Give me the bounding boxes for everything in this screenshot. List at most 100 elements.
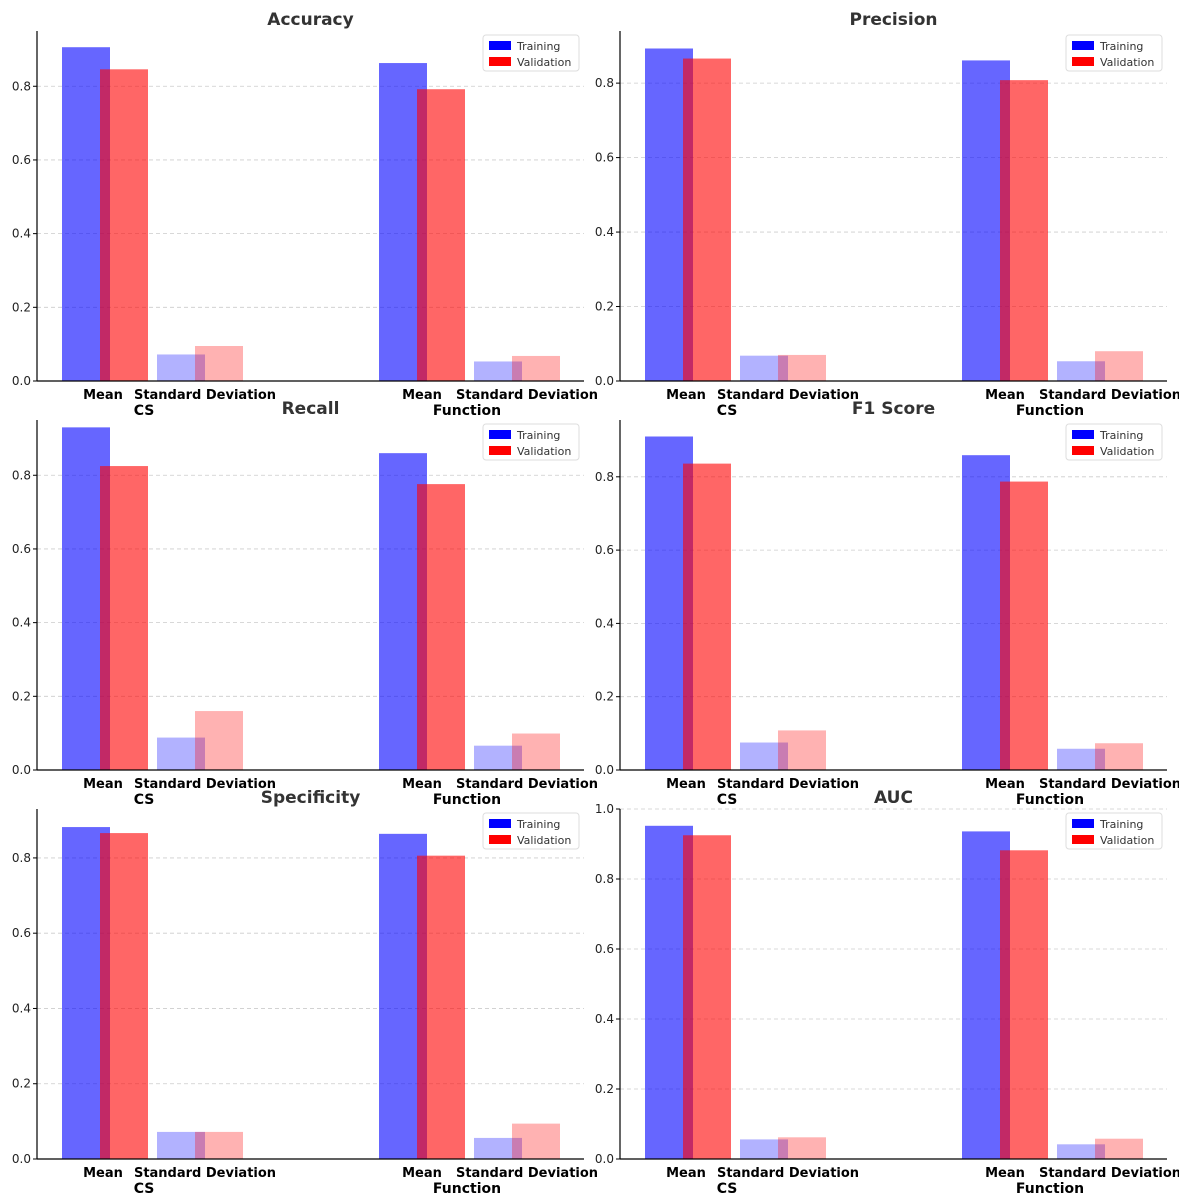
x-category-label: Standard Deviation <box>1039 777 1179 792</box>
legend-label-training: Training <box>516 818 560 831</box>
x-group-label: Function <box>433 792 501 808</box>
x-group-label: Function <box>433 403 501 419</box>
x-category-label: Standard Deviation <box>717 388 859 403</box>
bar-training-function-standard-deviation <box>474 361 522 381</box>
legend-label-training: Training <box>516 429 560 442</box>
legend-label-training: Training <box>1099 40 1143 53</box>
x-group-label: Function <box>1016 792 1084 808</box>
legend-swatch-training <box>489 430 511 439</box>
y-tick-label: 0.4 <box>12 616 31 630</box>
chart-title: Recall <box>282 399 340 419</box>
bar-validation-function-standard-deviation <box>512 355 560 381</box>
chart-specificity: 0.0 0.2 0.4 0.6 0.8 Mean Standard Deviation CS M… <box>12 788 598 1197</box>
bar-validation-function-standard-deviation <box>512 733 560 770</box>
x-category-label: Mean <box>985 777 1025 792</box>
bar-validation-cs-standard-deviation <box>195 1131 243 1159</box>
legend: Training Validation <box>482 423 580 461</box>
y-tick-label: 0.8 <box>12 79 31 93</box>
y-tick-label: 0.2 <box>595 300 614 314</box>
x-category-label: Standard Deviation <box>1039 388 1179 403</box>
legend-label-validation: Validation <box>1100 834 1154 847</box>
x-category-label: Mean <box>666 777 706 792</box>
y-tick-label: 0.6 <box>12 542 31 556</box>
legend-label-validation: Validation <box>517 56 571 69</box>
y-tick-label: 0.8 <box>595 470 614 484</box>
x-category-label: Standard Deviation <box>456 388 598 403</box>
legend: Training Validation <box>482 34 580 72</box>
y-tick-label: 0.0 <box>595 374 614 388</box>
bar-validation-cs-standard-deviation <box>778 1137 826 1159</box>
bar-validation-cs-mean <box>100 833 148 1159</box>
y-tick-label: 0.8 <box>595 872 614 886</box>
bar-validation-function-standard-deviation <box>1095 351 1143 381</box>
y-tick-label: 0.8 <box>12 851 31 865</box>
x-group-label: CS <box>717 792 738 808</box>
y-tick-label: 0.6 <box>595 151 614 165</box>
y-tick-label: 0.0 <box>12 763 31 777</box>
legend: Training Validation <box>1065 812 1163 850</box>
bar-training-cs-standard-deviation <box>157 1131 205 1159</box>
legend-swatch-training <box>1072 41 1094 50</box>
legend-swatch-validation <box>1072 835 1094 844</box>
legend: Training Validation <box>1065 34 1163 72</box>
bar-validation-function-standard-deviation <box>512 1123 560 1159</box>
legend-swatch-validation <box>489 835 511 844</box>
bar-validation-function-mean <box>417 89 465 382</box>
x-category-label: Mean <box>985 388 1025 403</box>
y-tick-label: 0.2 <box>12 689 31 703</box>
x-group-label: CS <box>717 403 738 419</box>
bar-validation-function-standard-deviation <box>1095 743 1143 770</box>
chart-title: Specificity <box>261 788 361 808</box>
y-tick-label: 0.0 <box>12 374 31 388</box>
legend-label-training: Training <box>1099 818 1143 831</box>
x-category-label: Standard Deviation <box>134 1166 276 1181</box>
bar-validation-cs-standard-deviation <box>195 346 243 381</box>
y-tick-label: 0.8 <box>12 468 31 482</box>
legend-swatch-training <box>1072 430 1094 439</box>
legend: Training Validation <box>482 812 580 850</box>
bar-training-cs-standard-deviation <box>740 742 788 770</box>
bar-validation-cs-mean <box>100 69 148 381</box>
x-group-label: CS <box>134 792 155 808</box>
x-category-label: Mean <box>402 1166 442 1181</box>
x-category-label: Standard Deviation <box>717 1166 859 1181</box>
x-category-label: Standard Deviation <box>1039 1166 1179 1181</box>
y-tick-label: 0.4 <box>12 1001 31 1015</box>
legend-swatch-training <box>489 41 511 50</box>
y-tick-label: 0.6 <box>595 942 614 956</box>
x-category-label: Mean <box>83 1166 123 1181</box>
x-category-label: Mean <box>985 1166 1025 1181</box>
bar-validation-cs-mean <box>100 466 148 770</box>
bar-validation-function-mean <box>1000 80 1048 382</box>
legend-label-validation: Validation <box>1100 445 1154 458</box>
x-group-label: Function <box>1016 1181 1084 1197</box>
y-tick-label: 0.4 <box>12 227 31 241</box>
y-tick-label: 0.6 <box>12 926 31 940</box>
legend-swatch-validation <box>489 446 511 455</box>
bar-training-function-standard-deviation <box>1057 1144 1105 1159</box>
x-category-label: Mean <box>402 388 442 403</box>
x-category-label: Standard Deviation <box>134 388 276 403</box>
y-tick-label: 0.2 <box>595 1082 614 1096</box>
legend-label-validation: Validation <box>1100 56 1154 69</box>
bar-validation-function-mean <box>417 484 465 770</box>
y-tick-label: 0.4 <box>595 1012 614 1026</box>
legend-swatch-training <box>1072 819 1094 828</box>
y-tick-label: 0.2 <box>595 690 614 704</box>
y-tick-label: 0.2 <box>12 1077 31 1091</box>
bar-training-cs-standard-deviation <box>157 737 205 770</box>
bar-validation-cs-standard-deviation <box>778 730 826 770</box>
y-tick-label: 0.4 <box>595 225 614 239</box>
bar-training-function-standard-deviation <box>1057 748 1105 770</box>
bar-training-function-standard-deviation <box>474 745 522 770</box>
chart-title: AUC <box>874 788 913 808</box>
bar-training-cs-standard-deviation <box>740 355 788 381</box>
legend-swatch-training <box>489 819 511 828</box>
bar-validation-cs-standard-deviation <box>195 711 243 770</box>
y-tick-label: 0.0 <box>12 1152 31 1166</box>
bar-training-cs-standard-deviation <box>157 354 205 381</box>
